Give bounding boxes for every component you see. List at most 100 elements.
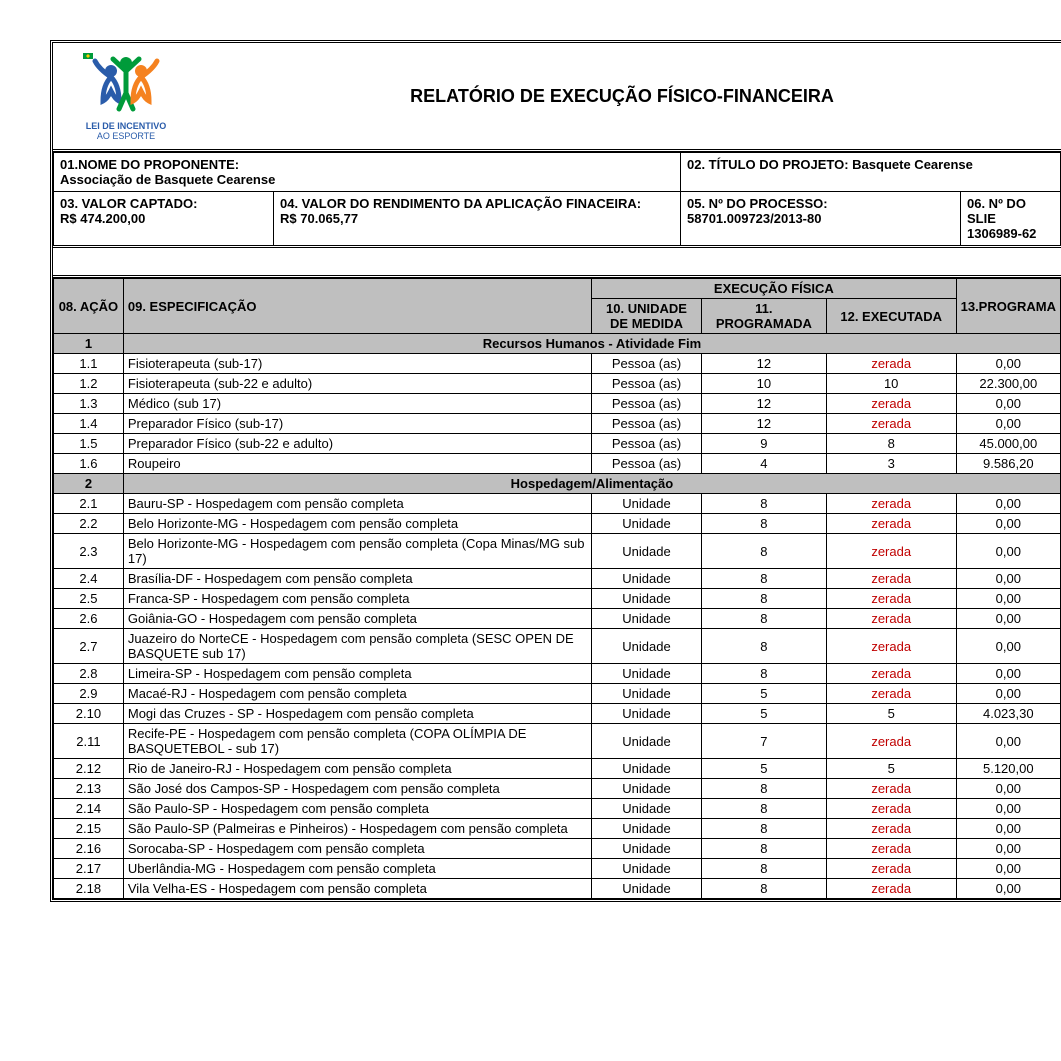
cell-espec: Brasília-DF - Hospedagem com pensão comp… (123, 569, 591, 589)
cell-espec: Juazeiro do NorteCE - Hospedagem com pen… (123, 629, 591, 664)
cell-programada: 8 (701, 589, 826, 609)
cell-executada: 3 (826, 454, 956, 474)
table-row: 1.2Fisioterapeuta (sub-22 e adulto)Pesso… (54, 374, 1061, 394)
cell-executada: zerada (826, 879, 956, 899)
cell-acao: 2.17 (54, 859, 124, 879)
f05-label: 05. Nº DO PROCESSO: (687, 196, 828, 211)
table-row: 2.18Vila Velha-ES - Hospedagem com pensã… (54, 879, 1061, 899)
cell-espec: São Paulo-SP - Hospedagem com pensão com… (123, 799, 591, 819)
table-row: 1.1Fisioterapeuta (sub-17)Pessoa (as)12z… (54, 354, 1061, 374)
table-row: 2.7Juazeiro do NorteCE - Hospedagem com … (54, 629, 1061, 664)
cell-acao: 2.10 (54, 704, 124, 724)
cell-valor: 45.000,00 (956, 434, 1060, 454)
f04-label: 04. VALOR DO RENDIMENTO DA APLICAÇÃO FIN… (280, 196, 641, 211)
cell-espec: São Paulo-SP (Palmeiras e Pinheiros) - H… (123, 819, 591, 839)
cell-valor: 0,00 (956, 859, 1060, 879)
cell-unidade: Unidade (592, 779, 702, 799)
cell-valor: 0,00 (956, 394, 1060, 414)
table-row: 2.4Brasília-DF - Hospedagem com pensão c… (54, 569, 1061, 589)
logo-icon (81, 51, 171, 121)
table-row: 2.14São Paulo-SP - Hospedagem com pensão… (54, 799, 1061, 819)
cell-executada: zerada (826, 629, 956, 664)
hdr-programada: 11. PROGRAMADA (701, 299, 826, 334)
cell-programada: 8 (701, 629, 826, 664)
cell-unidade: Unidade (592, 839, 702, 859)
table-row: 2.3Belo Horizonte-MG - Hospedagem com pe… (54, 534, 1061, 569)
cell-unidade: Unidade (592, 704, 702, 724)
cell-acao: 2.7 (54, 629, 124, 664)
hdr-unidade: 10. UNIDADE DE MEDIDA (592, 299, 702, 334)
cell-programada: 8 (701, 514, 826, 534)
cell-unidade: Unidade (592, 819, 702, 839)
cell-unidade: Unidade (592, 514, 702, 534)
cell-unidade: Unidade (592, 759, 702, 779)
cell-acao: 2.2 (54, 514, 124, 534)
table-row: 1.6RoupeiroPessoa (as)439.586,20 (54, 454, 1061, 474)
cell-programada: 5 (701, 684, 826, 704)
section-title: Recursos Humanos - Atividade Fim (123, 334, 1060, 354)
f01-value: Associação de Basquete Cearense (60, 172, 275, 187)
info-f04: 04. VALOR DO RENDIMENTO DA APLICAÇÃO FIN… (274, 192, 681, 247)
table-row: 2.15São Paulo-SP (Palmeiras e Pinheiros)… (54, 819, 1061, 839)
cell-acao: 1.4 (54, 414, 124, 434)
table-row: 2.11Recife-PE - Hospedagem com pensão co… (54, 724, 1061, 759)
cell-valor: 0,00 (956, 629, 1060, 664)
cell-espec: Limeira-SP - Hospedagem com pensão compl… (123, 664, 591, 684)
f02-label: 02. TÍTULO DO PROJETO: Basquete Cearense (687, 157, 973, 172)
cell-espec: Recife-PE - Hospedagem com pensão comple… (123, 724, 591, 759)
info-f01: 01.NOME DO PROPONENTE: Associação de Bas… (54, 153, 681, 192)
report-title: RELATÓRIO DE EXECUÇÃO FÍSICO-FINANCEIRA (191, 86, 1053, 107)
cell-valor: 0,00 (956, 534, 1060, 569)
cell-executada: zerada (826, 839, 956, 859)
cell-espec: Vila Velha-ES - Hospedagem com pensão co… (123, 879, 591, 899)
hdr-acao: 08. AÇÃO (54, 279, 124, 334)
cell-acao: 2.6 (54, 609, 124, 629)
cell-unidade: Pessoa (as) (592, 434, 702, 454)
info-f06: 06. Nº DO SLIE 1306989-62 (961, 192, 1061, 247)
section-num: 2 (54, 474, 124, 494)
hdr-exec-fisica: EXECUÇÃO FÍSICA (592, 279, 956, 299)
cell-espec: Franca-SP - Hospedagem com pensão comple… (123, 589, 591, 609)
cell-valor: 5.120,00 (956, 759, 1060, 779)
table-row: 1.5Preparador Físico (sub-22 e adulto)Pe… (54, 434, 1061, 454)
cell-valor: 0,00 (956, 569, 1060, 589)
data-table: 08. AÇÃO 09. ESPECIFICAÇÃO EXECUÇÃO FÍSI… (53, 278, 1061, 899)
table-row: 2.13São José dos Campos-SP - Hospedagem … (54, 779, 1061, 799)
cell-valor: 0,00 (956, 514, 1060, 534)
cell-executada: zerada (826, 859, 956, 879)
cell-programada: 12 (701, 414, 826, 434)
cell-acao: 2.11 (54, 724, 124, 759)
cell-acao: 2.3 (54, 534, 124, 569)
cell-espec: Fisioterapeuta (sub-22 e adulto) (123, 374, 591, 394)
cell-espec: Preparador Físico (sub-22 e adulto) (123, 434, 591, 454)
table-body: 1Recursos Humanos - Atividade Fim1.1Fisi… (54, 334, 1061, 899)
cell-executada: 10 (826, 374, 956, 394)
cell-valor: 0,00 (956, 664, 1060, 684)
cell-programada: 8 (701, 839, 826, 859)
f05-value: 58701.009723/2013-80 (687, 211, 821, 226)
cell-unidade: Pessoa (as) (592, 454, 702, 474)
cell-valor: 0,00 (956, 354, 1060, 374)
table-row: 2.9Macaé-RJ - Hospedagem com pensão comp… (54, 684, 1061, 704)
cell-executada: 5 (826, 759, 956, 779)
cell-executada: zerada (826, 799, 956, 819)
cell-espec: Rio de Janeiro-RJ - Hospedagem com pensã… (123, 759, 591, 779)
cell-acao: 2.14 (54, 799, 124, 819)
cell-executada: zerada (826, 589, 956, 609)
section-title: Hospedagem/Alimentação (123, 474, 1060, 494)
cell-executada: zerada (826, 609, 956, 629)
f03-value: R$ 474.200,00 (60, 211, 145, 226)
table-row: 2.16Sorocaba-SP - Hospedagem com pensão … (54, 839, 1061, 859)
cell-executada: zerada (826, 724, 956, 759)
cell-valor: 0,00 (956, 414, 1060, 434)
cell-espec: Bauru-SP - Hospedagem com pensão complet… (123, 494, 591, 514)
cell-valor: 9.586,20 (956, 454, 1060, 474)
cell-acao: 2.12 (54, 759, 124, 779)
cell-programada: 8 (701, 569, 826, 589)
table-row: 2.12Rio de Janeiro-RJ - Hospedagem com p… (54, 759, 1061, 779)
cell-acao: 1.5 (54, 434, 124, 454)
cell-unidade: Unidade (592, 879, 702, 899)
cell-unidade: Pessoa (as) (592, 394, 702, 414)
cell-espec: Fisioterapeuta (sub-17) (123, 354, 591, 374)
cell-valor: 0,00 (956, 589, 1060, 609)
